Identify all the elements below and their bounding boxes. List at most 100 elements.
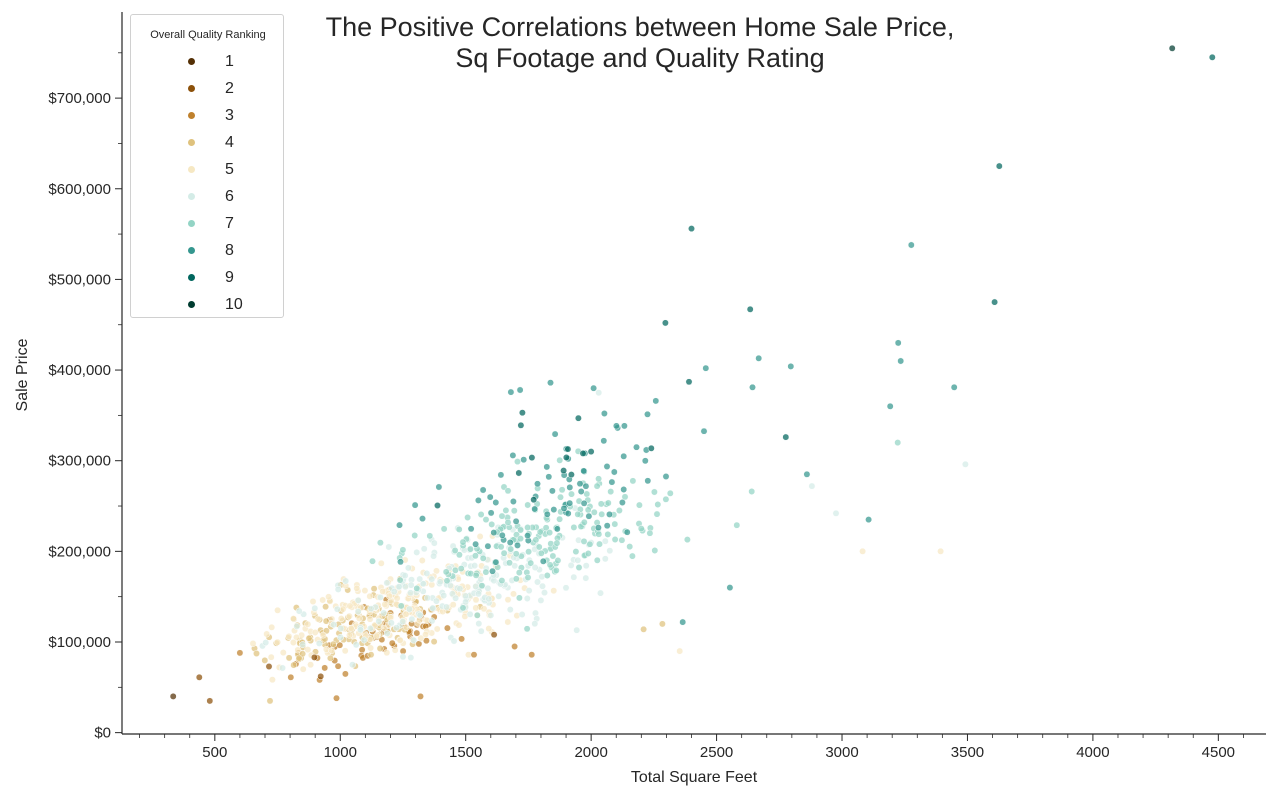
scatter-point [367, 644, 375, 652]
scatter-point [755, 354, 763, 362]
scatter-point [375, 617, 383, 625]
scatter-point [401, 572, 409, 580]
scatter-point [399, 618, 407, 626]
scatter-point [321, 664, 329, 672]
scatter-point [733, 521, 741, 529]
scatter-point [562, 584, 570, 592]
scatter-point [376, 645, 384, 652]
scatter-point [330, 621, 338, 629]
scatter-point [487, 509, 495, 517]
scatter-point [442, 568, 450, 576]
scatter-point [490, 529, 498, 537]
scatter-point [484, 542, 492, 550]
scatter-point [492, 499, 500, 506]
scatter-point [515, 594, 523, 602]
chart-title-line-2: Sq Footage and Quality Rating [455, 43, 825, 73]
scatter-point [411, 532, 419, 539]
scatter-point [393, 594, 401, 602]
scatter-point [886, 402, 894, 410]
scatter-point [525, 548, 533, 556]
scatter-point [661, 319, 669, 327]
scatter-point [295, 654, 303, 662]
scatter-point [424, 594, 431, 602]
scatter-point [570, 573, 578, 581]
scatter-point [597, 500, 605, 508]
scatter-point [381, 600, 389, 608]
legend-item: 3 [131, 106, 281, 126]
legend-item: 10 [131, 295, 281, 315]
legend: Overall Quality Ranking 1 2 3 4 5 6 7 8 9 10 [130, 14, 284, 318]
scatter-point [376, 593, 384, 601]
scatter-point [408, 615, 416, 623]
scatter-point [419, 580, 427, 588]
scatter-point [517, 526, 525, 534]
y-tick-label: $100,000 [48, 634, 111, 651]
scatter-point [455, 621, 463, 629]
scatter-point [267, 653, 275, 661]
scatter-point [492, 558, 500, 566]
scatter-point [550, 587, 558, 595]
scatter-point [325, 593, 333, 601]
scatter-point [311, 629, 319, 636]
scatter-point [263, 630, 271, 638]
scatter-point [475, 590, 482, 598]
scatter-point [388, 639, 396, 647]
scatter-point [307, 661, 315, 669]
scatter-point [422, 631, 430, 638]
legend-label: 3 [225, 107, 234, 124]
scatter-point [459, 538, 467, 546]
scatter-point [380, 624, 388, 632]
scatter-point [647, 444, 655, 452]
scatter-point [595, 530, 603, 538]
scatter-point [396, 521, 403, 529]
scatter-point [399, 546, 407, 554]
scatter-point [464, 514, 472, 521]
scatter-point [531, 505, 539, 513]
scatter-point [534, 578, 541, 586]
scatter-point [489, 567, 496, 575]
scatter-point [419, 515, 426, 523]
scatter-point [285, 654, 293, 662]
x-tick-label: 500 [202, 744, 227, 761]
scatter-point [506, 606, 514, 614]
scatter-point [580, 499, 588, 507]
scatter-point [485, 625, 493, 633]
scatter-point [459, 604, 467, 612]
legend-marker [188, 85, 195, 92]
scatter-point [556, 515, 564, 523]
scatter-point [518, 611, 526, 618]
legend-marker [188, 112, 195, 119]
scatter-point [339, 605, 347, 613]
scatter-point [531, 564, 539, 571]
scatter-point [440, 592, 448, 599]
scatter-point [514, 541, 521, 549]
y-tick-label: $200,000 [48, 543, 111, 560]
scatter-point [608, 478, 616, 486]
scatter-point [434, 502, 441, 509]
scatter-point [249, 640, 257, 647]
scatter-point [355, 614, 363, 622]
scatter-point [573, 626, 581, 634]
scatter-point [497, 471, 505, 479]
scatter-point [554, 557, 562, 564]
scatter-point [472, 583, 480, 590]
scatter-point [549, 552, 557, 560]
scatter-point [607, 488, 615, 496]
scatter-point [433, 625, 441, 633]
scatter-point [685, 378, 693, 386]
scatter-point [502, 506, 510, 514]
scatter-point [305, 634, 313, 642]
scatter-point [558, 486, 566, 494]
scatter-point [407, 589, 414, 597]
scatter-point [601, 555, 609, 563]
scatter-point [319, 596, 327, 604]
scatter-point [402, 610, 410, 618]
scatter-point [450, 637, 458, 645]
scatter-point [572, 548, 580, 556]
scatter-point [360, 636, 368, 644]
scatter-point [413, 584, 421, 592]
scatter-point [471, 552, 479, 560]
scatter-point [524, 532, 532, 540]
scatter-point [451, 566, 459, 574]
scatter-point [396, 636, 404, 644]
